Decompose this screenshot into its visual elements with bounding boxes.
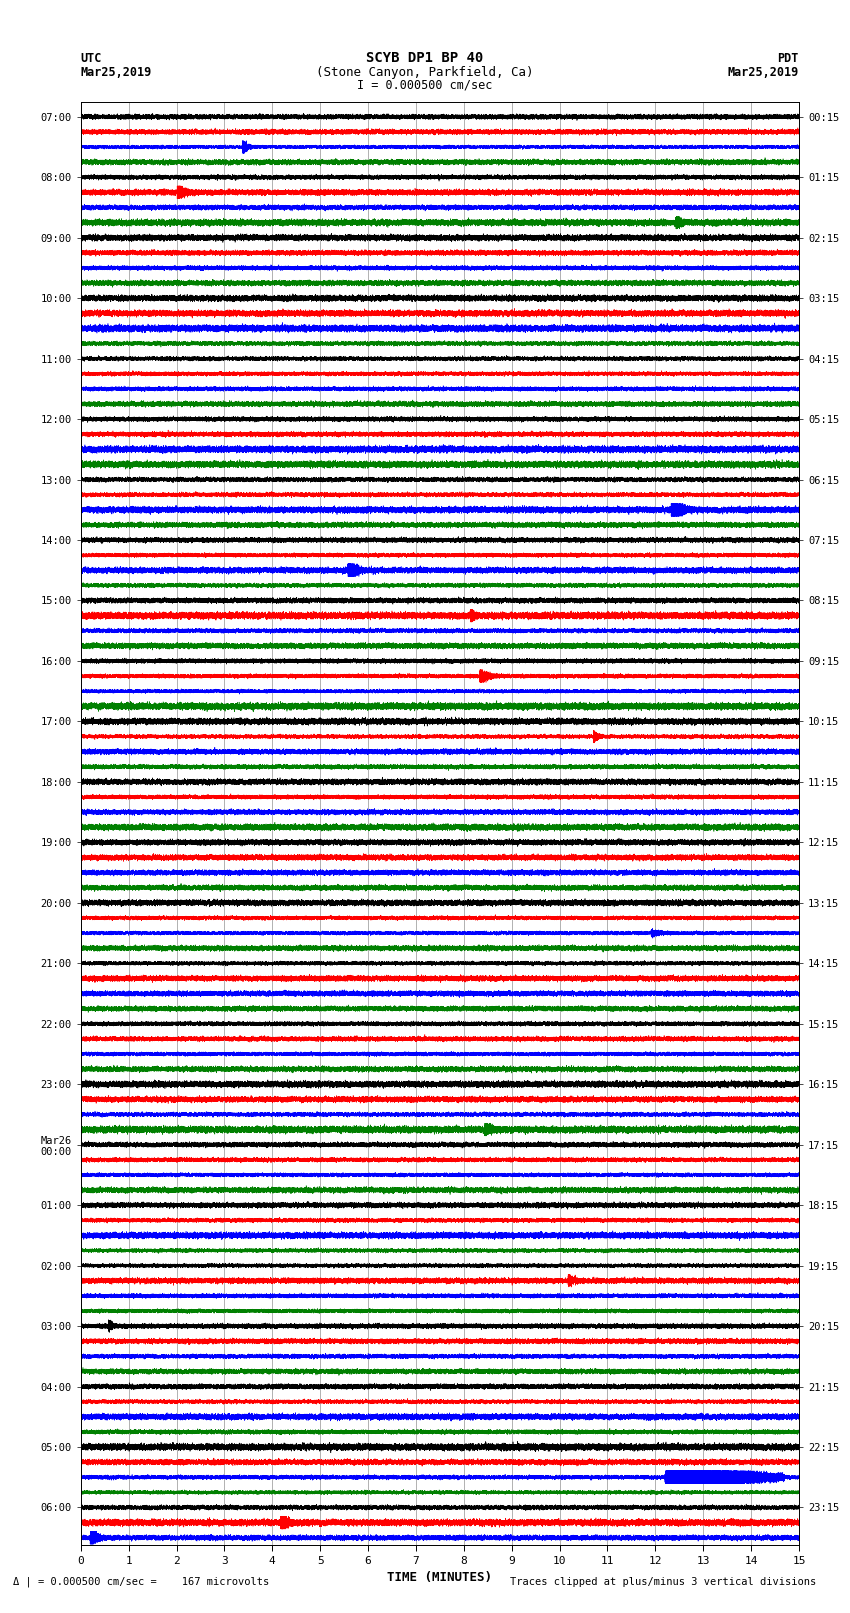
Text: Δ | = 0.000500 cm/sec =    167 microvolts: Δ | = 0.000500 cm/sec = 167 microvolts <box>13 1576 269 1587</box>
Text: (Stone Canyon, Parkfield, Ca): (Stone Canyon, Parkfield, Ca) <box>316 66 534 79</box>
Text: PDT: PDT <box>778 52 799 65</box>
Text: I = 0.000500 cm/sec: I = 0.000500 cm/sec <box>357 79 493 92</box>
Text: SCYB DP1 BP 40: SCYB DP1 BP 40 <box>366 52 484 65</box>
Text: Traces clipped at plus/minus 3 vertical divisions: Traces clipped at plus/minus 3 vertical … <box>510 1578 816 1587</box>
Text: UTC: UTC <box>81 52 102 65</box>
Text: Mar25,2019: Mar25,2019 <box>728 66 799 79</box>
X-axis label: TIME (MINUTES): TIME (MINUTES) <box>388 1571 492 1584</box>
Text: Mar25,2019: Mar25,2019 <box>81 66 152 79</box>
